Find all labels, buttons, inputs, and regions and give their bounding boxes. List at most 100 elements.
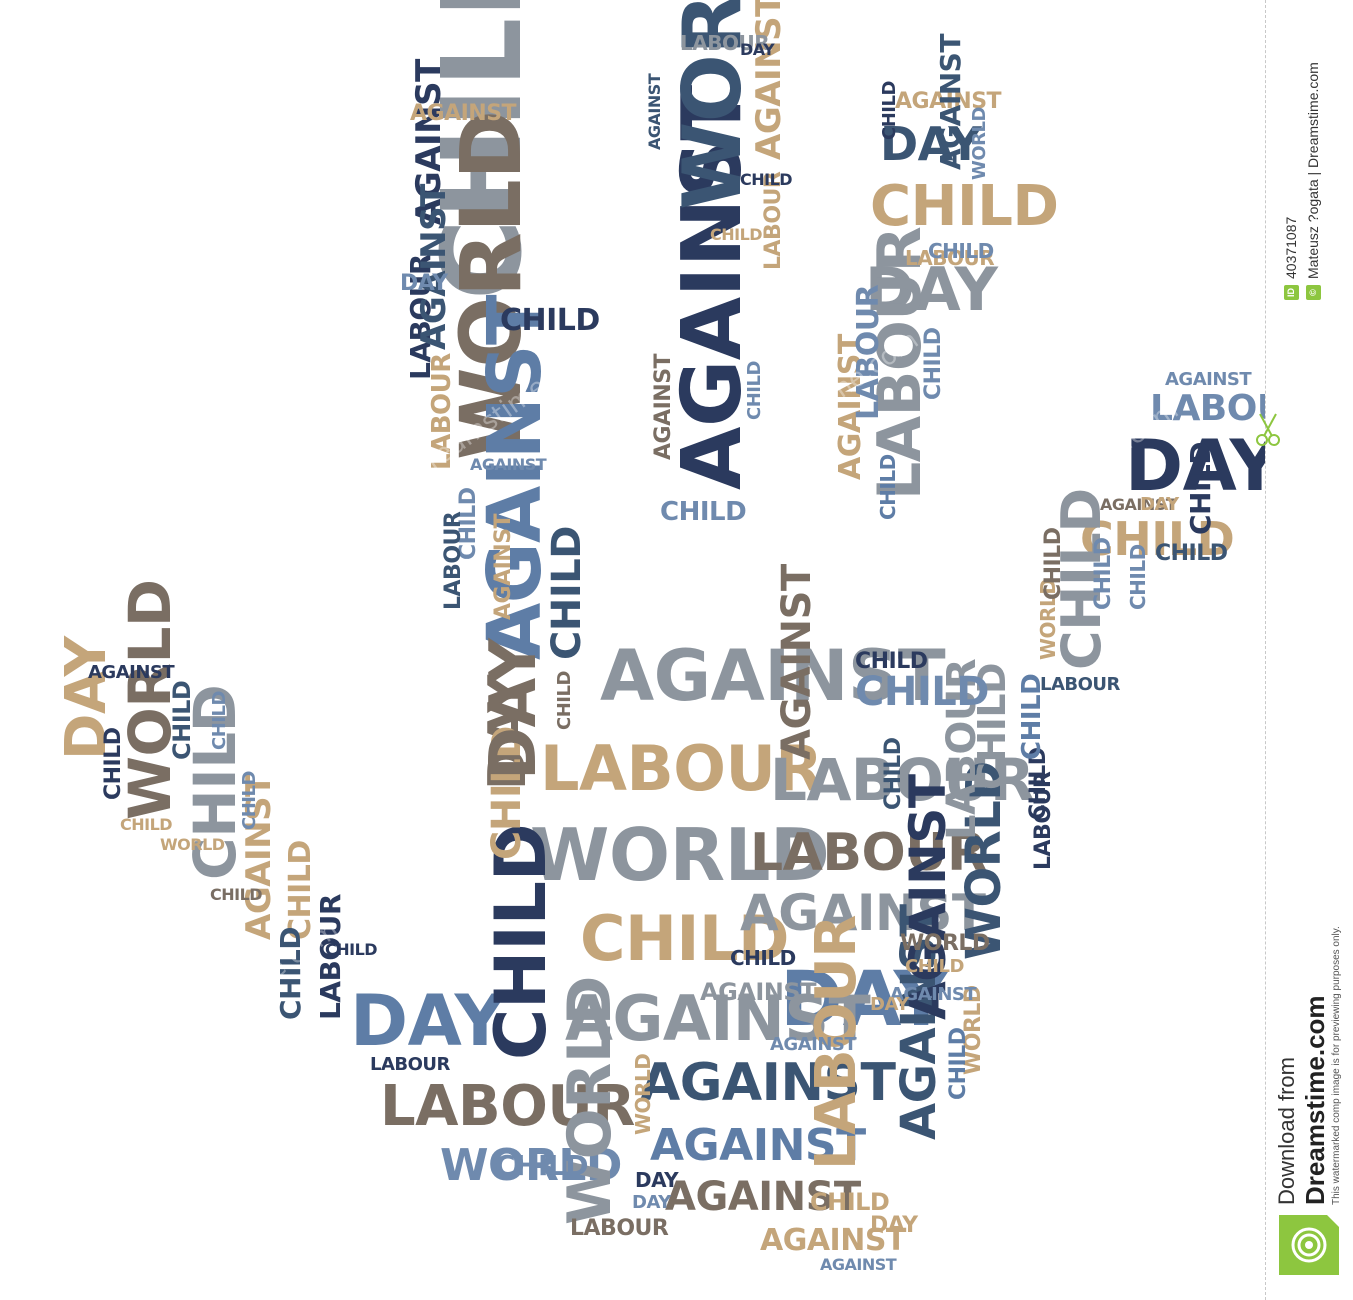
cloud-word: AGAINST [740, 884, 986, 942]
cloud-word: WORLD [631, 1054, 655, 1135]
cloud-word: CHILD [484, 726, 530, 860]
cloud-word: LABOUR [680, 31, 769, 55]
cloud-word: CHILD [544, 526, 590, 660]
cloud-word: WORLD [555, 976, 625, 1225]
cloud-word: AGAINST [665, 85, 760, 490]
cloud-word: AGAINST [833, 333, 868, 480]
download-block: Download from Dreamstime.com This waterm… [1274, 926, 1342, 1205]
cloud-word: AGAINST [88, 662, 175, 683]
cloud-word: LABOUR [1031, 771, 1056, 870]
cloud-word: DAY [1140, 494, 1180, 515]
cloud-word: AGAINST [760, 1223, 907, 1258]
cloud-word: CHILD [855, 669, 989, 715]
cloud-word: AGAINST [934, 34, 967, 170]
cloud-word: CHILD [1091, 537, 1116, 610]
cloud-word: AGAINST [890, 984, 977, 1005]
cloud-word: LABOUR [314, 894, 347, 1020]
cloud-word: CHILD [101, 727, 126, 800]
cloud-word: CHILD [168, 681, 196, 760]
cloud-word: AGAINST [891, 904, 947, 1140]
cloud-word: CHILD [921, 327, 946, 400]
cloud-word: LABOUR [761, 171, 786, 270]
cloud-word: AGAINST [899, 774, 957, 1020]
cloud-word: CHILD [744, 361, 765, 420]
cloud-word: AGAINST [895, 89, 1002, 114]
cloud-word: CHILD [500, 303, 600, 338]
cloud-word: CHILD [580, 902, 789, 975]
cloud-word: CHILD [810, 1188, 889, 1216]
cloud-word: CHILD [554, 671, 575, 730]
cloud-word: LABOUR [770, 746, 1034, 814]
cloud-word: AGAINST [665, 1174, 862, 1220]
cloud-word: CHILD [209, 691, 230, 750]
cloud-word: CHILD [274, 927, 307, 1020]
image-id: 40371087 [1283, 216, 1299, 279]
cloud-word: WORLD [530, 813, 829, 897]
cloud-word: LABOUR [1150, 388, 1265, 429]
cloud-word: CHILD [970, 663, 1014, 790]
download-from: Download from [1274, 1057, 1299, 1205]
cloud-word: LABOUR [804, 915, 869, 1170]
cloud-word: AGAINST [472, 294, 558, 660]
cloud-word: AGAINST [1165, 369, 1252, 390]
cloud-word: WORLD [969, 107, 990, 180]
cloud-word: DAY [400, 271, 449, 296]
cloud-word: CHILD [1050, 488, 1113, 670]
watermark-text: dreamstime.com [137, 75, 334, 226]
cloud-word: LABOUR [750, 823, 986, 883]
cloud-word: CHILD [1017, 674, 1047, 760]
cloud-word: CHILD [120, 815, 172, 834]
cloud-word: CHILD [1184, 442, 1217, 535]
cloud-word: LABOUR [1040, 674, 1121, 695]
cloud-word: CHILD [879, 81, 900, 140]
cloud-word: WORLD [900, 931, 990, 956]
cloud-word: CHILD [730, 946, 796, 970]
cloud-word: AGAINST [414, 183, 454, 350]
cloud-word: AGAINST [410, 101, 517, 126]
stock-sidebar: ID 40371087 © Mateusz ?ogata | Dreamstim… [1256, 0, 1353, 1300]
cloud-word: AGAINST [645, 73, 664, 150]
cloud-word: DAY [478, 674, 538, 790]
cloud-word: AGAINST [820, 1255, 897, 1274]
cloud-word: DAY [780, 954, 950, 1043]
cloud-word: WORLD [442, 111, 540, 461]
cloud-word: CHILD [710, 225, 762, 244]
cloud-word: CHILD [928, 239, 994, 263]
cloud-word: CHILD [283, 840, 318, 940]
cloud-word: AGAINST [770, 1034, 857, 1055]
cloud-word: CHILD [881, 737, 906, 810]
cloud-word: CHILD [946, 1027, 971, 1100]
cloud-word: AGAINST [640, 1053, 896, 1113]
cloud-word: AGAINST [491, 513, 516, 620]
cloud-word: CHILD [870, 174, 1058, 239]
cloud-word: CHILD [495, 1149, 588, 1182]
cloud-word: DAY [54, 635, 119, 760]
cloud-word: LABOUR [570, 1216, 669, 1241]
cloud-word: WORLD [956, 761, 1012, 960]
cloud-word: AGAINST [700, 978, 817, 1006]
cloud-word: LABOUR [441, 511, 466, 610]
cloud-word: WORLD [440, 1140, 622, 1191]
credit-text: Mateusz ?ogata | Dreamstime.com [1305, 62, 1321, 279]
cloud-word: AGAINST [650, 1120, 866, 1171]
cloud-word: CHILD [855, 649, 928, 674]
cloud-word: AGAINST [239, 773, 279, 940]
cloud-word: AGAINST [749, 0, 789, 160]
dreamstime-logo-icon [1279, 1215, 1339, 1275]
cloud-word: CHILD [905, 956, 964, 977]
cloud-word: DAY [632, 1192, 672, 1213]
cloud-word: CHILD [456, 487, 481, 560]
copyright-badge: © [1305, 285, 1321, 300]
cloud-word: WORLD [1036, 579, 1060, 660]
cloud-word: DAY [635, 1168, 679, 1192]
cloud-word: DAY [880, 117, 982, 171]
cloud-word: CHILD [181, 685, 249, 880]
cloud-word: LABOUR [404, 254, 437, 380]
cloud-word: CHILD [1041, 527, 1066, 600]
cloud-word: LABOUR [540, 732, 823, 805]
cloud-word: LABOUR [851, 284, 886, 420]
cloud-word: CHILD [876, 454, 900, 520]
cloud-word: DAY [865, 255, 999, 325]
cloud-word: LABOUR [427, 353, 457, 470]
cloud-word: CHILD [1026, 747, 1051, 820]
